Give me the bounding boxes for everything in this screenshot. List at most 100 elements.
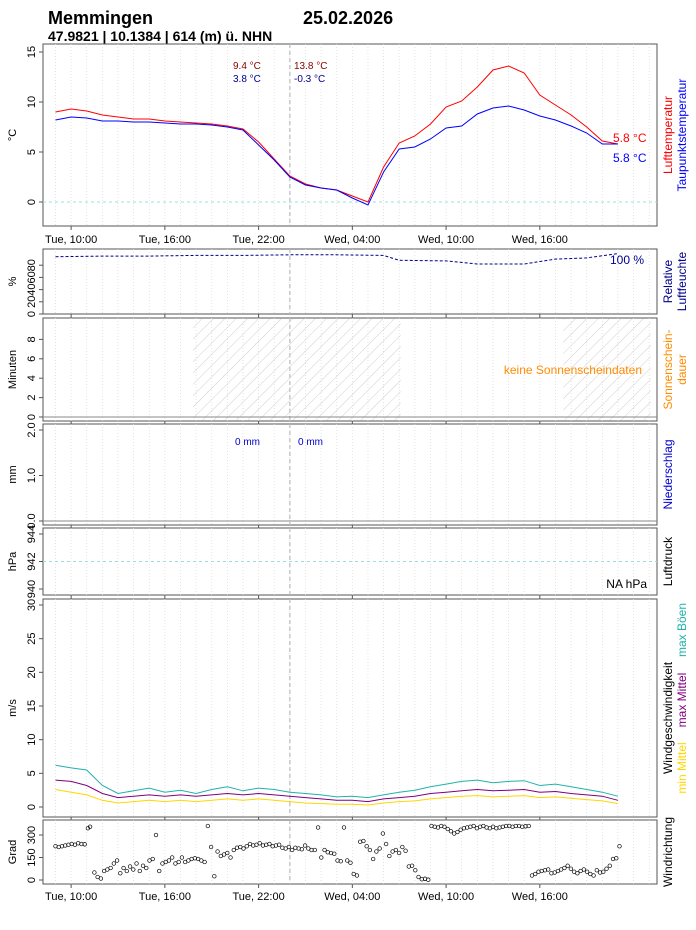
temperature-ytick-label: 15 [26,46,38,58]
sunshine-ytick-label: 8 [26,336,38,342]
pressure-ytick-label: 942 [26,552,38,570]
wind-direction-point [108,865,113,871]
wind_direction-ytick-label: 150 [26,848,38,866]
x-tick-label: Wed, 10:00 [418,234,474,246]
wind-direction-point [92,870,97,875]
x-tick-label: Wed, 16:00 [512,234,568,246]
wind-direction-point [617,844,622,849]
precipitation-frame [42,423,658,526]
wind-series-line-2 [55,789,618,806]
wind-direction-point [144,865,149,871]
report-date: 25.02.2026 [303,8,393,28]
wind-direction-point [124,868,129,874]
wind-direction-point [231,847,236,853]
wind-direction-point [134,861,139,866]
wind-direction-point [442,824,447,829]
wind-direction-point [127,864,133,869]
wind-direction-point [403,848,408,853]
wind-direction-point [111,861,116,866]
wind-direction-point [228,855,233,860]
wind_speed-ytick-label: 30 [26,599,38,611]
temperature-ytick-label: 0 [26,199,38,205]
temperature-side-label: Taupunktstemperatur [675,79,689,192]
panel-wind_direction: Grad 0 150 300 Windrichtung [7,817,675,888]
wind-side-label: max Mittel [675,673,689,728]
wind_speed-ytick-label: 10 [26,734,38,746]
wind-direction-point [601,869,606,874]
temperature-min-label: 9.4 °C [233,61,261,72]
wind-direction-point [87,824,93,829]
wind-direction-point [455,829,460,835]
x-tick-label: Wed, 04:00 [324,891,380,903]
wind-direction-point [581,867,586,872]
x-tick-label: Wed, 16:00 [512,891,568,903]
precip-sum-day1: 0 mm [235,437,260,448]
panel-pressure: hPa 940 942 944 NA hPa Luftdruck [7,525,675,599]
dewpoint-max-label: -0.3 °C [294,74,325,85]
x-tick-label: Wed, 10:00 [418,891,474,903]
wind_speed-ytick-label: 15 [26,700,38,712]
wind_direction-ytick-label: 300 [26,826,38,844]
wind-direction-point [371,856,376,862]
temperature-frame [42,43,658,227]
humidity-ylabel: % [7,276,19,286]
wind-direction-point [315,825,321,830]
wind-direction-point [244,844,249,849]
wind-direction-point [565,863,570,868]
sunshine-ytick-label: 2 [26,395,38,401]
wind_speed-ytick-label: 25 [26,633,38,645]
wind-direction-point [591,873,596,878]
humidity-current-label: 100 % [610,253,644,267]
temperature-ylabel: °C [7,129,19,141]
panel-sunshine: Minuten 0 2 4 6 8 keine Sonnenscheindaten Sonne… [7,317,689,425]
wind-direction-point [374,849,379,854]
wind-direction-point [562,865,567,871]
humidity-ytick-label: 40 [26,283,38,295]
wind-direction-point [312,847,317,853]
wind-direction-point [413,868,418,873]
wind-direction-point [607,863,612,868]
wind-direction-point [367,847,373,853]
humidity-frame [42,248,658,315]
x-tick-label: Tue, 10:00 [45,891,97,903]
dewpoint-current-label: 5.8 °C [613,151,647,165]
sunshine-ytick-label: 0 [26,414,38,420]
wind-direction-point [354,873,360,878]
temperature-current-label: 5.8 °C [613,131,647,145]
wind-direction-point [387,853,392,859]
wind-direction-point [153,832,159,838]
wind-direction-point [400,844,405,850]
dewpoint-series-line [55,105,618,206]
wind-direction-point [341,825,347,830]
sunshine-ytick-label: 6 [26,356,38,362]
wind-direction-point [309,847,314,853]
humidity-ytick-label: 0 [26,311,38,317]
wind-direction-point [118,871,123,876]
wind-direction-point [513,823,518,829]
wind-direction-point [345,858,350,863]
panel-temperature: °C 0 5 10 15 9.4 °C 13.8 °C 3.8 °C -0.3 °C 5.8 °C… [7,43,689,230]
wind-direction-point [277,842,282,847]
wind-direction-point [225,850,230,856]
wind-direction-point [445,826,450,832]
precipitation-ytick-label: 2.0 [26,422,38,437]
wind_speed-ylabel: m/s [7,699,19,717]
panels: °C 0 5 10 15 9.4 °C 13.8 °C 3.8 °C -0.3 °C 5.8 °C… [7,43,689,903]
sunshine-frame [42,317,658,422]
sunshine-ylabel: Minuten [7,350,19,389]
wind_speed-ytick-label: 0 [26,804,38,810]
sunshine-no-data-note: keine Sonnenscheindaten [504,363,642,377]
wind-direction-point [208,844,214,850]
humidity-ytick-label: 80 [26,259,38,271]
wind-direction-point [98,876,104,881]
wind-direction-point [332,851,337,856]
sunshine-side-label: dauer [675,354,689,385]
wind-direction-point [157,868,162,874]
wind-direction-point [604,866,609,871]
wind-direction-point [614,856,619,861]
wind-direction-point [202,859,207,865]
wind-direction-point [594,868,599,873]
humidity-ytick-label: 20 [26,296,38,308]
